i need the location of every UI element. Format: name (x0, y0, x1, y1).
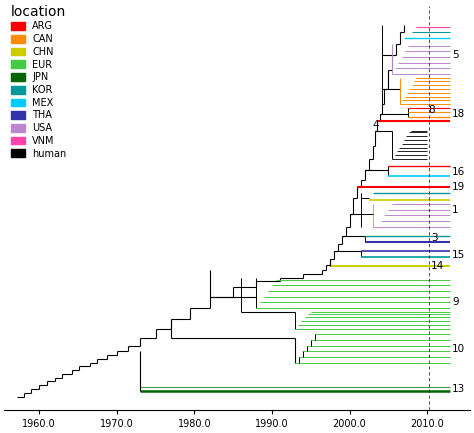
Text: 19: 19 (452, 182, 465, 192)
Text: 14: 14 (431, 262, 444, 271)
Legend: ARG, CAN, CHN, EUR, JPN, KOR, MEX, THA, USA, VNM, human: ARG, CAN, CHN, EUR, JPN, KOR, MEX, THA, … (9, 3, 69, 161)
Text: 13: 13 (452, 384, 465, 394)
Text: 1: 1 (452, 205, 459, 215)
Text: 4: 4 (373, 120, 380, 130)
Text: 18: 18 (452, 109, 465, 119)
Text: 15: 15 (452, 250, 465, 260)
Text: 10: 10 (452, 344, 465, 355)
Text: 9: 9 (452, 297, 459, 307)
Text: 5: 5 (452, 50, 459, 60)
Text: 8: 8 (428, 105, 435, 115)
Text: 3: 3 (431, 233, 438, 243)
Text: 16: 16 (452, 167, 465, 177)
